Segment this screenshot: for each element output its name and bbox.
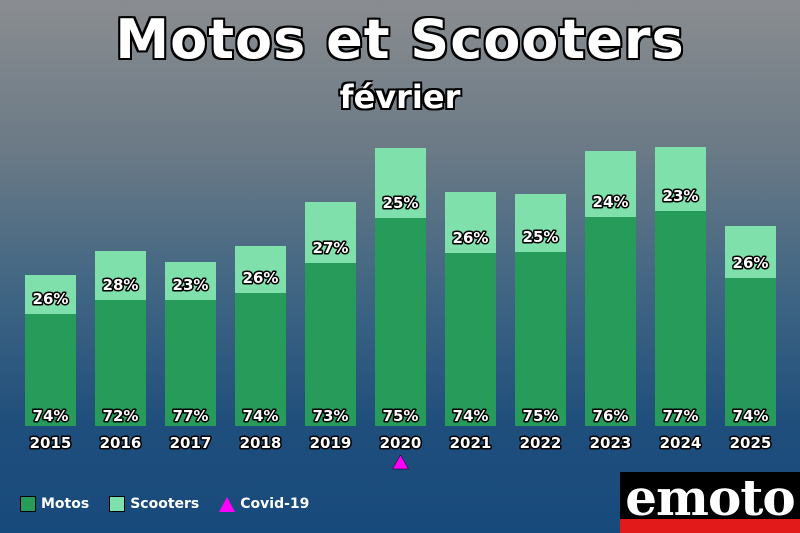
label-scooters-pct-2024: 23% — [663, 187, 699, 205]
bar-scooters-2020 — [375, 148, 426, 218]
bar-scooters-2015 — [25, 275, 76, 314]
bar-motos-2021 — [445, 253, 496, 426]
label-motos-pct-2024: 77% — [663, 407, 699, 425]
label-motos-pct-2023: 76% — [593, 407, 629, 425]
x-tick-label-2018: 2018 — [240, 434, 282, 452]
label-scooters-pct-2022: 25% — [523, 228, 559, 246]
x-tick-label-2016: 2016 — [100, 434, 142, 452]
bar-scooters-2017 — [165, 262, 216, 300]
bar-scooters-2023 — [585, 151, 636, 217]
x-tick-label-2019: 2019 — [310, 434, 352, 452]
legend-label-covid: Covid-19 — [240, 496, 310, 512]
label-motos-pct-2015: 74% — [33, 407, 69, 425]
label-scooters-pct-2015: 26% — [33, 290, 69, 308]
legend-label-scooters: Scooters — [130, 496, 200, 512]
x-tick-label-2020: 2020 — [380, 434, 422, 452]
bar-scooters-2021 — [445, 192, 496, 253]
bar-scooters-2018 — [235, 246, 286, 293]
legend-item-covid: Covid-19 — [219, 496, 309, 512]
label-motos-pct-2017: 77% — [173, 407, 209, 425]
bar-scooters-2016 — [95, 251, 146, 300]
x-tick-label-2024: 2024 — [660, 434, 702, 452]
legend-item-scooters: Scooters — [109, 496, 199, 512]
logo-text: emoto — [625, 472, 796, 527]
x-tick-label-2022: 2022 — [520, 434, 562, 452]
label-motos-pct-2016: 72% — [103, 407, 139, 425]
chart-legend: Motos Scooters Covid-19 — [20, 496, 329, 512]
bar-scooters-2019 — [305, 202, 356, 263]
label-scooters-pct-2021: 26% — [453, 229, 489, 247]
legend-label-motos: Motos — [41, 496, 90, 512]
bar-motos-2020 — [375, 218, 426, 426]
x-tick-label-2021: 2021 — [450, 434, 492, 452]
label-motos-pct-2025: 74% — [733, 407, 769, 425]
label-scooters-pct-2016: 28% — [103, 276, 139, 294]
legend-swatch-motos — [20, 496, 36, 512]
label-motos-pct-2022: 75% — [523, 407, 559, 425]
bar-motos-2024 — [655, 211, 706, 426]
chart-subtitle: février — [339, 78, 461, 116]
covid-triangle-icon — [219, 496, 236, 512]
label-scooters-pct-2018: 26% — [243, 269, 279, 287]
covid-marker-2020 — [392, 454, 409, 470]
logo-red-stripe — [620, 519, 800, 533]
bar-scooters-2022 — [515, 194, 566, 252]
label-scooters-pct-2020: 25% — [383, 194, 419, 212]
label-scooters-pct-2017: 23% — [173, 276, 209, 294]
bar-scooters-2024 — [655, 147, 706, 211]
label-motos-pct-2021: 74% — [453, 407, 489, 425]
legend-swatch-scooters — [109, 496, 126, 512]
label-scooters-pct-2019: 27% — [313, 239, 349, 257]
bar-motos-2023 — [585, 217, 636, 426]
x-tick-label-2023: 2023 — [590, 434, 632, 452]
legend-item-motos: Motos — [20, 496, 89, 512]
bar-motos-2018 — [235, 293, 286, 426]
bar-scooters-2025 — [725, 226, 776, 278]
label-motos-pct-2019: 73% — [313, 407, 349, 425]
x-tick-label-2025: 2025 — [730, 434, 772, 452]
bar-motos-2025 — [725, 278, 776, 426]
label-scooters-pct-2023: 24% — [593, 193, 629, 211]
emoto-logo: emoto — [620, 472, 800, 533]
chart-title: Motos et Scooters — [115, 8, 685, 71]
label-motos-pct-2020: 75% — [383, 407, 419, 425]
label-scooters-pct-2025: 26% — [733, 254, 769, 272]
bar-motos-2022 — [515, 252, 566, 426]
bar-motos-2016 — [95, 300, 146, 426]
label-motos-pct-2018: 74% — [243, 407, 279, 425]
x-tick-label-2017: 2017 — [170, 434, 212, 452]
bar-motos-2019 — [305, 263, 356, 426]
x-tick-label-2015: 2015 — [30, 434, 72, 452]
bar-motos-2017 — [165, 300, 216, 426]
bar-motos-2015 — [25, 314, 76, 426]
